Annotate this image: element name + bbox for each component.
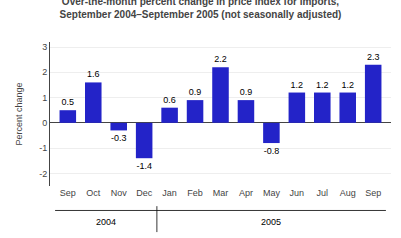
svg-text:2004: 2004 (96, 217, 116, 227)
svg-text:Aug: Aug (340, 188, 356, 198)
svg-text:May: May (263, 188, 281, 198)
svg-text:1.2: 1.2 (316, 80, 329, 90)
svg-text:2.3: 2.3 (367, 52, 380, 62)
svg-text:-0.3: -0.3 (111, 133, 127, 143)
svg-text:Feb: Feb (187, 188, 203, 198)
svg-text:1.6: 1.6 (87, 69, 100, 79)
svg-text:0.6: 0.6 (163, 95, 176, 105)
svg-text:2: 2 (42, 67, 47, 77)
svg-text:1: 1 (42, 93, 47, 103)
svg-text:-0.8: -0.8 (264, 146, 280, 156)
svg-text:Percent change: Percent change (14, 82, 24, 145)
svg-text:Dec: Dec (136, 188, 153, 198)
svg-text:0.5: 0.5 (62, 97, 75, 107)
svg-text:Sep: Sep (60, 188, 76, 198)
svg-text:Mar: Mar (213, 188, 229, 198)
svg-text:2.2: 2.2 (214, 54, 227, 64)
svg-text:2005: 2005 (261, 217, 281, 227)
svg-text:Oct: Oct (86, 188, 101, 198)
svg-text:Over-the-month percent change: Over-the-month percent change in price i… (60, 0, 342, 20)
svg-text:Sep: Sep (365, 188, 381, 198)
svg-text:-1: -1 (39, 143, 47, 153)
svg-text:0.9: 0.9 (240, 87, 253, 97)
svg-text:3: 3 (42, 42, 47, 52)
svg-text:Jan: Jan (162, 188, 177, 198)
svg-text:-2: -2 (39, 169, 47, 179)
svg-text:Apr: Apr (239, 188, 253, 198)
svg-text:0: 0 (42, 118, 47, 128)
svg-text:-1.4: -1.4 (136, 161, 152, 171)
svg-text:Nov: Nov (111, 188, 128, 198)
svg-text:Jun: Jun (290, 188, 305, 198)
svg-text:0.9: 0.9 (189, 87, 202, 97)
svg-text:1.2: 1.2 (291, 80, 304, 90)
svg-text:1.2: 1.2 (341, 80, 354, 90)
svg-text:Jul: Jul (317, 188, 329, 198)
